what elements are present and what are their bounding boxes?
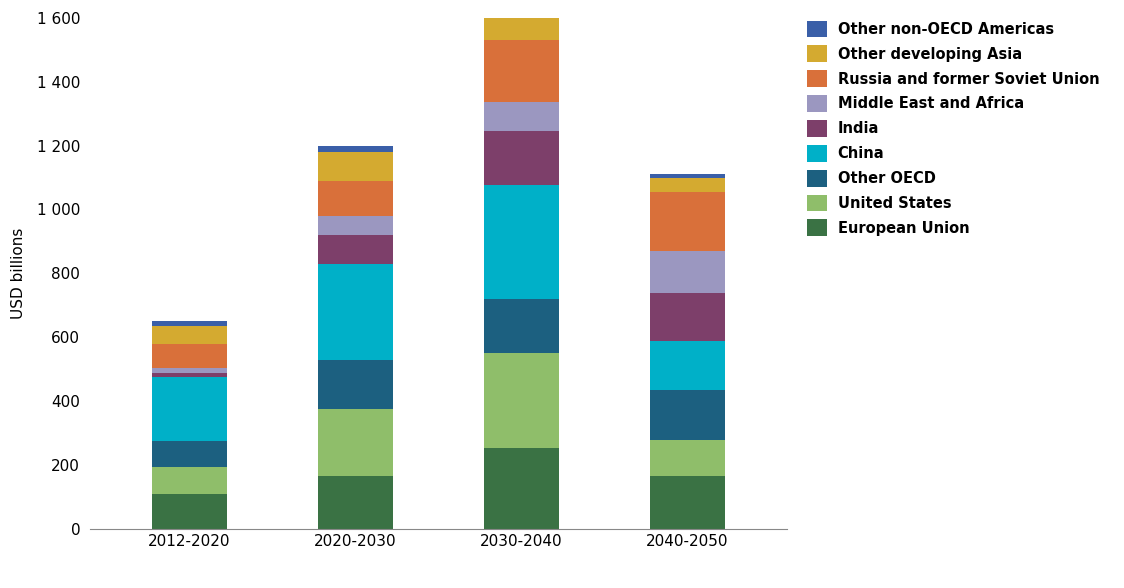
Bar: [318, 181, 392, 216]
Bar: [152, 322, 227, 326]
Bar: [650, 476, 725, 529]
Bar: [484, 185, 559, 299]
Bar: [484, 0, 559, 40]
Bar: [318, 216, 392, 235]
Bar: [318, 476, 392, 529]
Bar: [318, 146, 392, 152]
Bar: [318, 409, 392, 476]
Bar: [318, 152, 392, 181]
Bar: [484, 353, 559, 447]
Bar: [484, 447, 559, 529]
Bar: [484, 299, 559, 353]
Bar: [650, 174, 725, 178]
Bar: [650, 192, 725, 251]
Bar: [152, 494, 227, 529]
Bar: [650, 293, 725, 340]
Bar: [650, 251, 725, 293]
Bar: [152, 373, 227, 377]
Legend: Other non-OECD Americas, Other developing Asia, Russia and former Soviet Union, : Other non-OECD Americas, Other developin…: [801, 15, 1105, 242]
Bar: [152, 326, 227, 344]
Bar: [318, 360, 392, 409]
Bar: [152, 344, 227, 368]
Bar: [650, 178, 725, 192]
Bar: [650, 340, 725, 390]
Bar: [152, 441, 227, 467]
Bar: [484, 102, 559, 131]
Bar: [152, 467, 227, 494]
Bar: [484, 40, 559, 102]
Bar: [318, 235, 392, 264]
Bar: [152, 368, 227, 373]
Bar: [650, 390, 725, 440]
Bar: [152, 377, 227, 441]
Y-axis label: USD billions: USD billions: [10, 228, 26, 319]
Bar: [650, 440, 725, 476]
Bar: [484, 131, 559, 185]
Bar: [318, 264, 392, 360]
